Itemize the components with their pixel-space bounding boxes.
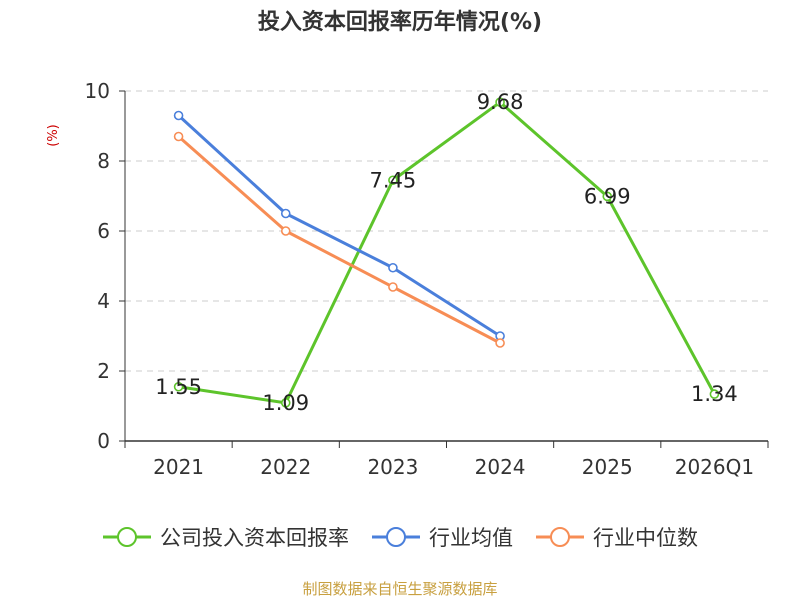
data-label: 7.45 [370,168,417,192]
grid-layer [125,90,768,372]
data-label: 6.99 [584,184,631,208]
legend-label: 行业中位数 [593,526,698,550]
y-tick-label: 4 [97,289,110,313]
data-point [495,338,505,348]
legend-item[interactable]: 行业中位数 [535,522,698,552]
chart-title: 投入资本回报率历年情况(%) [257,10,543,35]
data-point [388,175,398,186]
series-line [177,135,501,345]
x-tick-label: 2026Q1 [675,455,754,479]
legend: 公司投入资本回报率 行业均值 行业中位数 [0,520,800,554]
legend-item[interactable]: 行业均值 [371,522,513,552]
data-point [280,226,291,236]
source-note: 制图数据来自恒生聚源数据库 [302,580,498,598]
data-point [173,381,184,392]
data-label: 1.34 [691,382,738,406]
y-tick-label: 8 [97,149,110,173]
legend-marker [550,527,570,547]
legend-line-marker-icon [103,527,151,547]
data-label: 1.09 [262,391,309,415]
y-tick-label: 10 [85,79,110,103]
data-point [602,191,613,202]
axis-layer: 0 2 4 6 8 10 2021 2022 2023 2024 2025 2026Q1 [85,79,769,479]
series-line [177,114,501,338]
legend-line-marker-icon [536,527,584,547]
legend-marker [386,527,406,547]
x-tick-label: 2021 [153,455,204,479]
legend-line-marker-icon [372,527,420,547]
y-tick-label: 2 [97,359,110,383]
series-layer [173,97,720,408]
data-point [709,389,720,399]
x-tick-label: 2023 [367,455,418,479]
data-point [495,97,505,107]
series-line [178,100,716,405]
y-tick-label: 0 [97,429,110,453]
data-point [388,282,398,292]
data-point [173,131,184,142]
x-tick-label: 2022 [260,455,311,479]
x-tick-label: 2025 [582,455,633,479]
data-point [388,262,398,273]
legend-label: 行业均值 [429,526,513,550]
data-point [173,110,184,121]
data-point [280,208,291,219]
data-point [280,398,291,408]
y-tick-label: 6 [97,219,110,243]
legend-marker [117,527,137,547]
legend-label: 公司投入资本回报率 [160,526,349,550]
data-label-layer: 1.55 1.09 7.45 9.68 6.99 1.34 [155,90,738,415]
legend-item[interactable]: 公司投入资本回报率 [102,522,349,552]
data-label: 1.55 [155,375,202,399]
data-label: 9.68 [477,90,524,114]
x-tick-label: 2024 [475,455,526,479]
